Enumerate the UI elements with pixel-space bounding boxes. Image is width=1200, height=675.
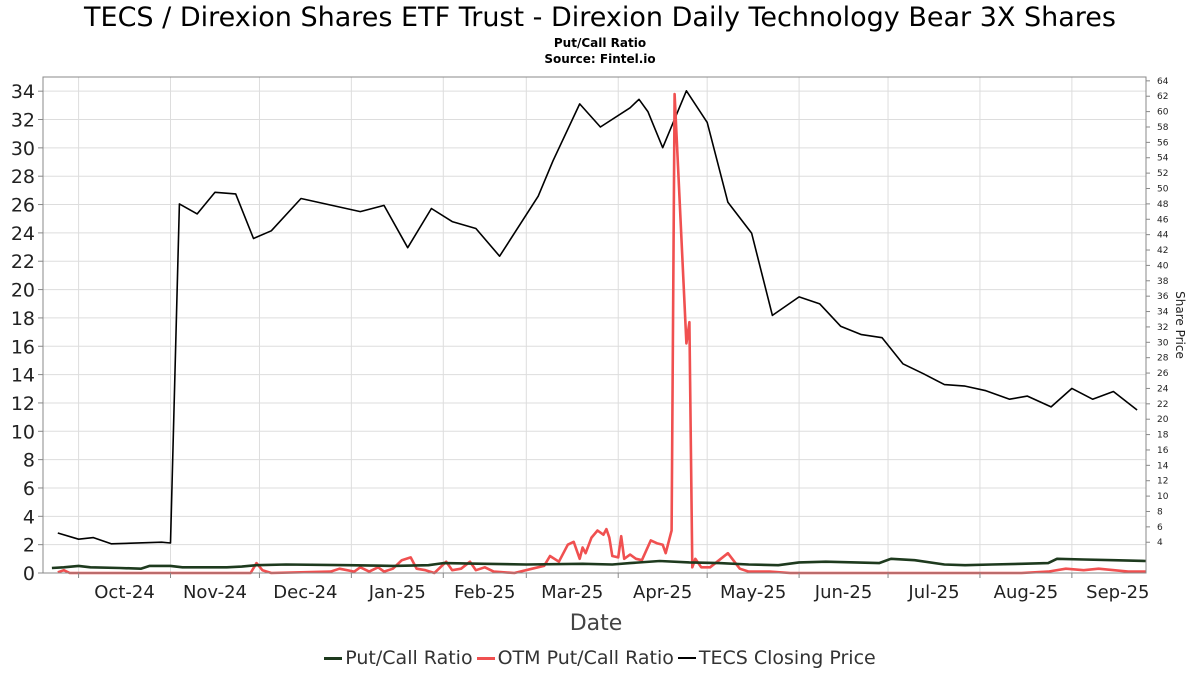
- legend-item-otm-put-call: OTM Put/Call Ratio: [476, 647, 674, 669]
- right-tick-label: 16: [1157, 446, 1169, 456]
- x-tick-label: Jun-25: [814, 582, 873, 603]
- right-tick-label: 26: [1157, 369, 1169, 379]
- right-tick-label: 62: [1157, 92, 1168, 102]
- x-tick-label: Jan-25: [368, 582, 426, 603]
- right-tick-label: 52: [1157, 169, 1168, 179]
- left-tick-label: 12: [11, 393, 35, 415]
- legend-label-otm-put-call: OTM Put/Call Ratio: [497, 647, 674, 669]
- x-tick-label: Apr-25: [633, 582, 692, 603]
- right-tick-label: 42: [1157, 246, 1168, 256]
- right-tick-label: 54: [1157, 154, 1169, 164]
- left-tick-label: 28: [11, 166, 35, 188]
- right-tick-label: 34: [1157, 308, 1169, 318]
- right-tick-label: 56: [1157, 138, 1169, 148]
- left-tick-label: 22: [11, 251, 35, 273]
- right-tick-label: 4: [1157, 538, 1163, 548]
- x-tick-label: Jul-25: [907, 582, 959, 603]
- plot-background: [43, 77, 1146, 573]
- x-tick-label: Sep-25: [1086, 582, 1149, 603]
- x-tick-label: Mar-25: [541, 582, 603, 603]
- left-tick-label: 20: [11, 280, 35, 302]
- x-tick-label: Oct-24: [94, 582, 155, 603]
- right-tick-label: 18: [1157, 431, 1169, 441]
- chart-source: Source: Fintel.io: [544, 52, 656, 66]
- x-axis: Oct-24 Nov-24 Dec-24 Jan-25 Feb-25 Mar-25 Apr-…: [78, 573, 1149, 603]
- chart-title: TECS / Direxion Shares ETF Trust - Direx…: [84, 2, 1116, 33]
- left-tick-label: 16: [11, 336, 35, 358]
- right-tick-label: 50: [1157, 185, 1169, 195]
- right-tick-label: 46: [1157, 215, 1169, 225]
- x-tick-label: Nov-24: [183, 582, 247, 603]
- left-tick-label: 6: [23, 478, 35, 500]
- legend-swatch-otm-put-call: [476, 656, 495, 660]
- x-tick-label: Feb-25: [454, 582, 515, 603]
- right-tick-label: 8: [1157, 507, 1163, 517]
- right-tick-label: 10: [1157, 492, 1169, 502]
- legend-label-closing-price: TECS Closing Price: [698, 647, 876, 669]
- left-tick-label: 8: [23, 450, 35, 472]
- right-y-axis: 4681012141618202224262830323436384042444…: [1146, 77, 1169, 548]
- left-tick-label: 4: [23, 506, 35, 528]
- right-axis-label: Share Price: [1173, 291, 1187, 359]
- right-tick-label: 30: [1157, 338, 1169, 348]
- left-tick-label: 14: [11, 365, 35, 387]
- left-tick-label: 24: [11, 223, 35, 245]
- left-tick-label: 26: [11, 195, 35, 217]
- right-tick-label: 36: [1157, 292, 1169, 302]
- x-tick-label: Aug-25: [994, 582, 1059, 603]
- left-tick-label: 30: [11, 138, 35, 160]
- right-tick-label: 20: [1157, 415, 1169, 425]
- right-tick-label: 6: [1157, 523, 1163, 533]
- legend-label-put-call: Put/Call Ratio: [345, 647, 473, 669]
- right-tick-label: 58: [1157, 123, 1169, 133]
- right-tick-label: 22: [1157, 400, 1168, 410]
- series-lines: [51, 90, 1147, 575]
- series-line-put-call-ratio: [51, 557, 1147, 571]
- right-tick-label: 48: [1157, 200, 1169, 210]
- legend-swatch-put-call: [324, 656, 343, 660]
- legend-item-put-call: Put/Call Ratio: [324, 647, 473, 669]
- x-tick-label: May-25: [720, 582, 786, 603]
- plot-border: [42, 76, 1147, 574]
- right-tick-label: 38: [1157, 277, 1169, 287]
- left-tick-label: 0: [23, 563, 35, 585]
- right-tick-label: 28: [1157, 354, 1169, 364]
- right-tick-label: 60: [1157, 108, 1169, 118]
- left-tick-label: 32: [11, 110, 35, 132]
- series-line-otm-put-call-ratio: [57, 92, 1146, 575]
- right-tick-label: 64: [1157, 77, 1169, 87]
- right-tick-label: 32: [1157, 323, 1168, 333]
- right-tick-label: 44: [1157, 231, 1169, 241]
- x-tick-label: Dec-24: [273, 582, 337, 603]
- left-tick-label: 18: [11, 308, 35, 330]
- x-axis-label: Date: [570, 611, 623, 636]
- right-tick-label: 14: [1157, 461, 1169, 471]
- right-tick-label: 12: [1157, 477, 1168, 487]
- left-tick-label: 34: [11, 81, 35, 103]
- legend-swatch-closing-price: [677, 657, 696, 659]
- right-tick-label: 40: [1157, 261, 1169, 271]
- legend-item-closing-price: TECS Closing Price: [677, 647, 876, 669]
- left-tick-label: 2: [23, 535, 35, 557]
- legend: Put/Call Ratio OTM Put/Call Ratio TECS C…: [0, 647, 1200, 669]
- chart-subtitle: Put/Call Ratio: [553, 36, 647, 50]
- series-line-tecs-closing-price: [57, 90, 1138, 545]
- right-tick-label: 24: [1157, 384, 1169, 394]
- left-tick-label: 10: [11, 421, 35, 443]
